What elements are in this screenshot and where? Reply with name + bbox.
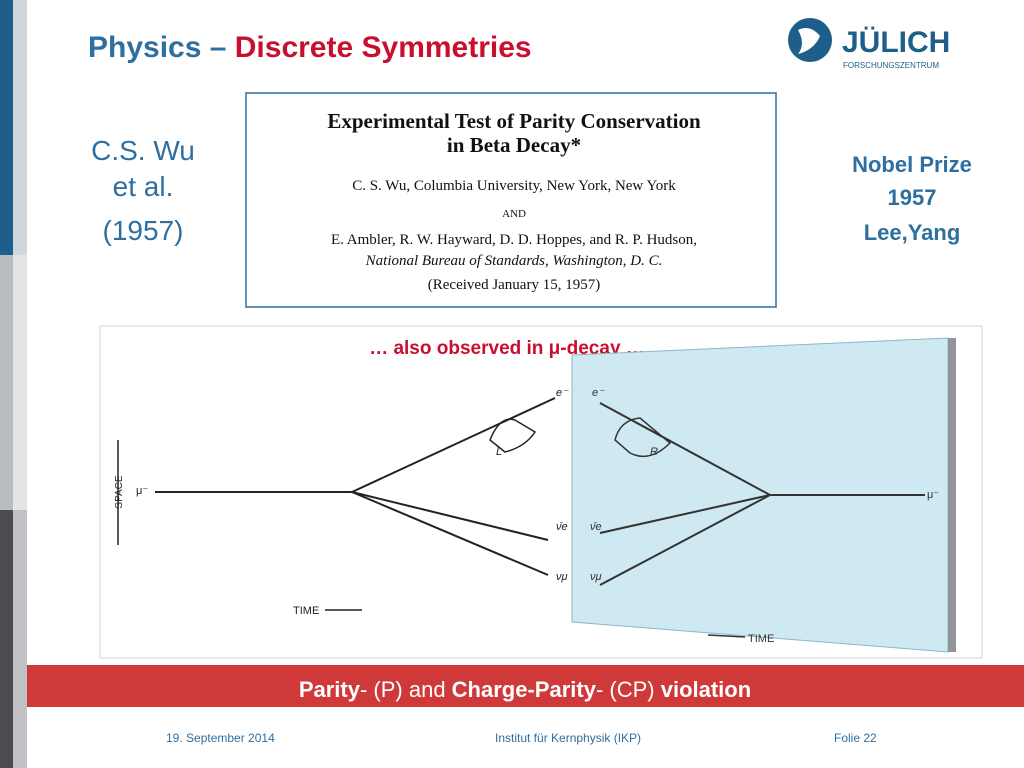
left-labels: SPACE TIME μ⁻ e⁻ L ν̄e νμ xyxy=(114,387,569,617)
banner-part: violation xyxy=(661,677,751,702)
particle-label: μ⁻ xyxy=(136,485,148,497)
side-strip xyxy=(0,0,13,255)
particle-label: e⁻ xyxy=(556,387,569,399)
axis-label: SPACE xyxy=(114,475,125,508)
banner-part: - (CP) xyxy=(596,677,661,702)
logo: JÜLICH FORSCHUNGSZENTRUM xyxy=(788,18,950,70)
banner xyxy=(27,665,1024,707)
paper-line: AND xyxy=(502,208,526,220)
note-line: Nobel Prize xyxy=(852,152,972,177)
axis-label: TIME xyxy=(748,633,774,645)
track xyxy=(351,491,549,576)
particle-label: μ⁻ xyxy=(927,489,939,501)
particle-label: ν̄e xyxy=(590,521,602,533)
figure-caption: … also observed in μ-decay … xyxy=(369,338,645,359)
note-line: 1957 xyxy=(888,185,937,210)
track xyxy=(351,491,549,541)
track xyxy=(351,397,556,493)
particle-label: ν̄e xyxy=(556,521,568,533)
mirror-labels: e⁻ R ν̄e νμ μ⁻ TIME xyxy=(590,387,939,645)
paper-text: Experimental Test of Parity Conservation… xyxy=(327,109,701,293)
hand-label: R xyxy=(650,446,658,458)
side-strip xyxy=(0,255,13,510)
slide-title: Physics – Discrete Symmetries xyxy=(88,31,532,64)
left-diagram xyxy=(117,397,556,611)
hand xyxy=(614,417,672,458)
track xyxy=(599,402,771,496)
footer: 19. September 2014 Institut für Kernphys… xyxy=(166,731,877,745)
paper-line: E. Ambler, R. W. Hayward, D. D. Hoppes, … xyxy=(331,232,697,248)
mirror-diagram xyxy=(599,402,925,638)
note-line: C.S. Wu xyxy=(91,135,195,166)
title-part: Physics – xyxy=(88,31,235,64)
side-strip xyxy=(0,510,13,768)
logo-mark xyxy=(798,28,820,54)
axis-arrow xyxy=(707,634,746,638)
banner-part: - (P) and xyxy=(360,677,452,702)
hand-label: L xyxy=(496,446,502,458)
paper-title: in Beta Decay* xyxy=(447,133,581,157)
note-line: et al. xyxy=(113,171,174,202)
footer-date: 19. September 2014 xyxy=(166,731,275,745)
banner-part: Charge-Parity xyxy=(452,677,597,702)
paper-line: National Bureau of Standards, Washington… xyxy=(365,253,663,269)
right-note: Nobel Prize 1957 Lee,Yang xyxy=(852,152,972,245)
particle-label: νμ xyxy=(590,571,602,583)
hand xyxy=(489,418,537,453)
note-line: Lee,Yang xyxy=(864,220,961,245)
side-strip xyxy=(13,255,27,510)
footer-slide: Folie 22 xyxy=(834,731,877,745)
side-strip xyxy=(13,510,27,768)
paper-line: (Received January 15, 1957) xyxy=(428,277,600,293)
paper-title: Experimental Test of Parity Conservation xyxy=(327,109,701,133)
note-line: (1957) xyxy=(103,215,184,246)
banner-text: Parity- (P) and Charge-Parity- (CP) viol… xyxy=(299,677,751,702)
logo-name: JÜLICH xyxy=(842,26,950,59)
particle-label: νμ xyxy=(556,571,568,583)
side-strip xyxy=(13,0,27,255)
mirror-edge xyxy=(948,338,956,652)
axis-label: TIME xyxy=(293,605,319,617)
banner-part: Parity xyxy=(299,677,361,702)
paper-box xyxy=(245,92,777,308)
paper-line: C. S. Wu, Columbia University, New York,… xyxy=(352,178,676,194)
logo-sub: FORSCHUNGSZENTRUM xyxy=(843,61,939,70)
particle-label: e⁻ xyxy=(592,387,605,399)
left-note: C.S. Wu et al. (1957) xyxy=(91,135,195,246)
title-part: Discrete Symmetries xyxy=(235,31,532,64)
track xyxy=(599,494,771,586)
footer-institute: Institut für Kernphysik (IKP) xyxy=(495,731,641,745)
track xyxy=(599,494,771,534)
